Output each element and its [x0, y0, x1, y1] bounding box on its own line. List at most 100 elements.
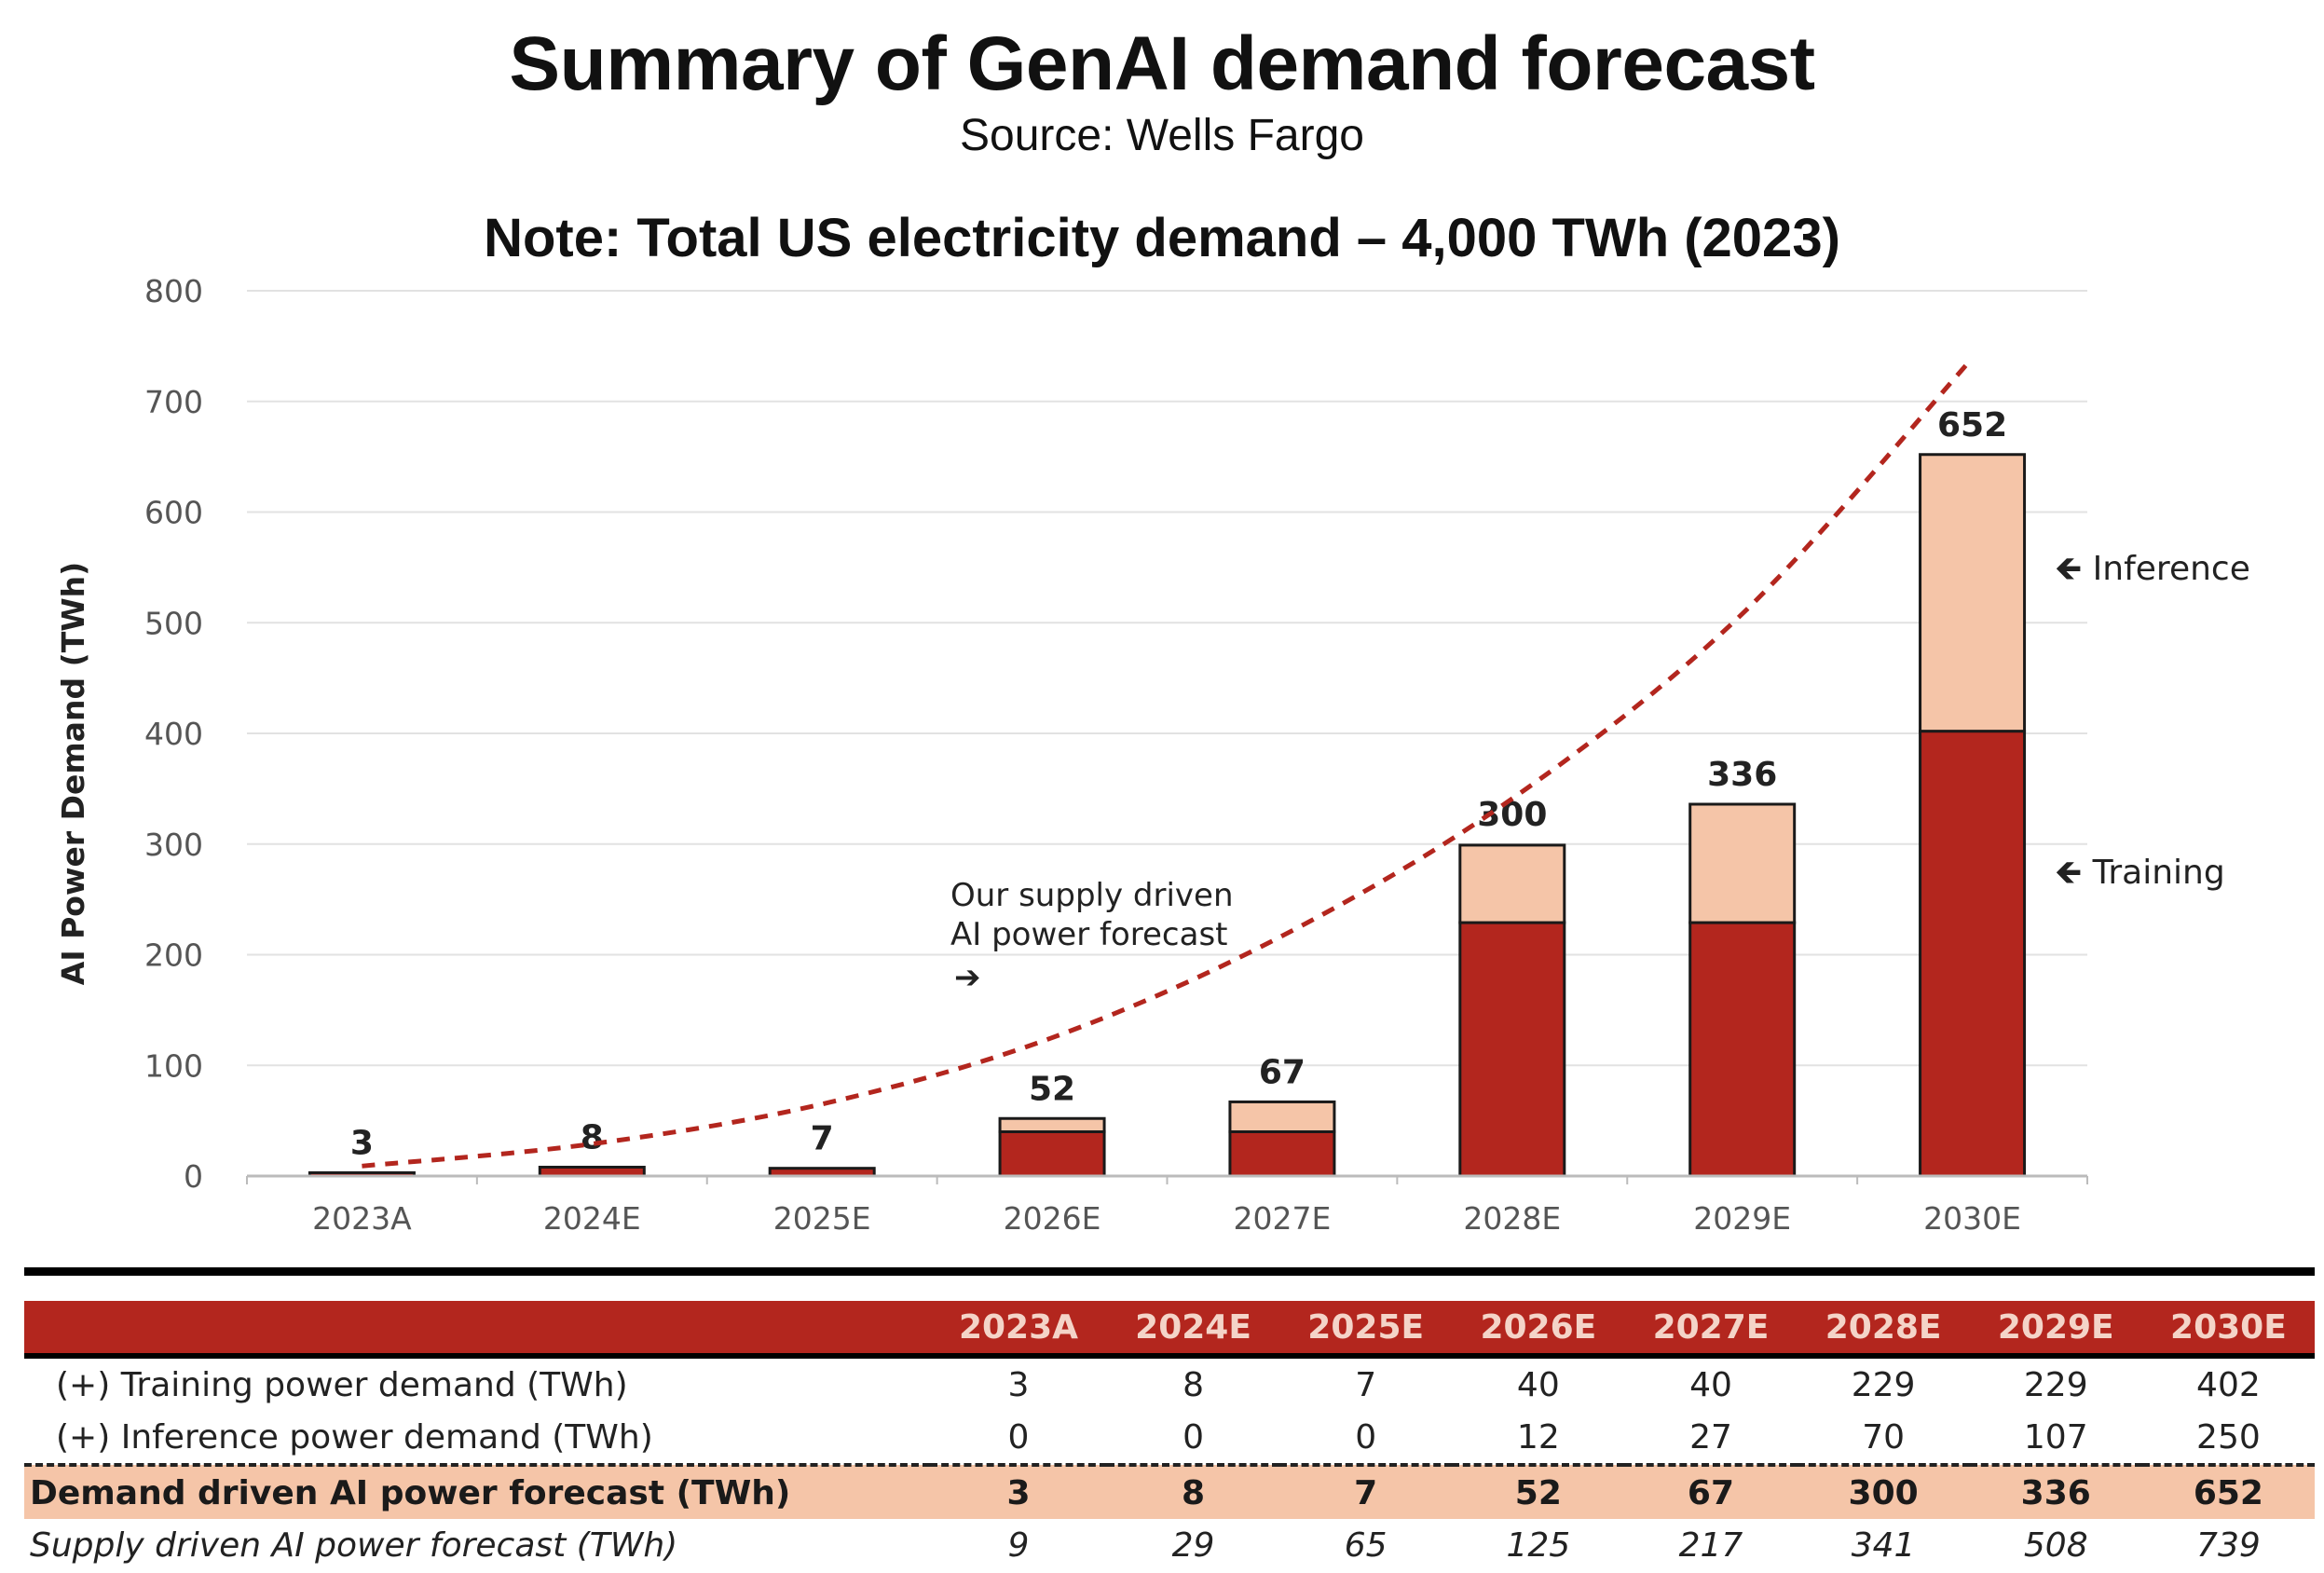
table-cell: 7 [1279, 1465, 1453, 1519]
chart-title: Summary of GenAI demand forecast [509, 21, 1815, 106]
y-tick-label: 600 [144, 495, 203, 531]
table-cell: 652 [2141, 1465, 2315, 1519]
y-tick-label: 0 [184, 1158, 203, 1195]
forecast-table: 2023A 2024E 2025E 2026E 2027E 2028E 2029… [24, 1301, 2315, 1571]
table-cell: 3 [930, 1465, 1107, 1519]
table-row-training: (+) Training power demand (TWh) 3 8 7 40… [24, 1356, 2315, 1411]
bars [308, 453, 2027, 1178]
chart-note: Note: Total US electricity demand – 4,00… [484, 208, 1840, 268]
y-tick-label: 200 [144, 937, 203, 974]
bar-training [998, 1130, 1106, 1178]
x-tick-label: 2026E [1004, 1200, 1101, 1237]
x-tick-label: 2029E [1693, 1200, 1791, 1237]
table-cell: 52 [1452, 1465, 1625, 1519]
y-tick-label: 300 [144, 827, 203, 863]
table-cell: 125 [1506, 1525, 1571, 1565]
table-cell: 107 [1969, 1411, 2142, 1467]
table-cell: 40 [1689, 1365, 1732, 1404]
supply-forecast-line [362, 356, 1975, 1169]
y-tick-label: 800 [144, 273, 203, 309]
table-header-row: 2023A 2024E 2025E 2026E 2027E 2028E 2029… [24, 1301, 2315, 1359]
table-header-cell: 2027E [1624, 1301, 1798, 1359]
x-tick-label: 2023A [312, 1200, 412, 1237]
bar-inference [1458, 843, 1566, 924]
x-tick-label: 2024E [543, 1200, 641, 1237]
table-cell: 217 [1678, 1525, 1743, 1565]
table-cell: 27 [1624, 1411, 1798, 1467]
y-tick-label: 100 [144, 1047, 203, 1084]
y-tick-label: 400 [144, 716, 203, 752]
bar-training [1688, 921, 1797, 1178]
row-label: (+) Training power demand (TWh) [56, 1365, 628, 1404]
y-axis-label: AI Power Demand (TWh) [55, 562, 91, 985]
bar-training [1458, 921, 1566, 1178]
row-label: Demand driven AI power forecast (TWh) [24, 1465, 930, 1519]
x-axis-ticks: 2023A 2024E 2025E 2026E 2027E 2028E 2029E 2030E [246, 1174, 2088, 1237]
table-cell: 65 [1344, 1525, 1388, 1565]
legend-training: 🡸 Training [2055, 854, 2225, 892]
table-row-inference: (+) Inference power demand (TWh) 0 0 0 1… [24, 1411, 2315, 1467]
bar-chart: 0 100 200 300 400 500 600 700 800 AI Power Deman… [55, 273, 2250, 1237]
legend-inference: 🡸 Inference [2055, 550, 2250, 588]
table-cell: 12 [1452, 1411, 1625, 1467]
x-tick-label: 2030E [1923, 1200, 2021, 1237]
table-cell: 3 [1007, 1365, 1030, 1404]
bar-training [1919, 730, 2027, 1178]
x-tick-label: 2028E [1463, 1200, 1561, 1237]
x-tick-label: 2027E [1234, 1200, 1332, 1237]
table-top-rule [24, 1267, 2315, 1276]
table-header-cell: 2030E [2141, 1301, 2315, 1359]
table-cell: 341 [1851, 1525, 1916, 1565]
table-cell: 0 [1106, 1411, 1280, 1467]
x-tick-label: 2025E [773, 1200, 871, 1237]
data-label: 52 [1029, 1070, 1075, 1108]
bar-training [1228, 1130, 1336, 1178]
y-tick-label: 500 [144, 605, 203, 641]
table-cell: 250 [2141, 1411, 2315, 1467]
chart-source: Source: Wells Fargo [960, 111, 1364, 160]
data-label: 652 [1937, 406, 2007, 445]
table-header-cell: 2028E [1797, 1301, 1970, 1359]
table-cell: 336 [1969, 1465, 2142, 1519]
bar-inference [1919, 453, 2027, 733]
table-row-supply: Supply driven AI power forecast (TWh) 9 … [24, 1519, 2315, 1571]
bar-inference [998, 1116, 1106, 1133]
table-cell: 9 [1007, 1525, 1030, 1565]
table-cell: 7 [1355, 1365, 1377, 1404]
table-header-cell: 2025E [1279, 1301, 1453, 1359]
supply-annotation-line1: Our supply driven [950, 877, 1234, 914]
table-cell: 229 [1851, 1365, 1916, 1404]
table-header-blank [24, 1301, 930, 1359]
table-cell: 402 [2196, 1365, 2261, 1404]
table-cell: 8 [1106, 1465, 1280, 1519]
table-header-cell: 2026E [1452, 1301, 1625, 1359]
supply-annotation-line2: AI power forecast [950, 916, 1227, 953]
table-cell: 508 [2023, 1525, 2088, 1565]
data-label: 7 [811, 1120, 834, 1158]
table-cell: 67 [1624, 1465, 1798, 1519]
data-label: 8 [581, 1119, 604, 1157]
table-cell: 300 [1797, 1465, 1970, 1519]
data-label: 67 [1259, 1053, 1306, 1091]
data-label: 336 [1707, 756, 1777, 794]
bar-inference [1228, 1100, 1336, 1133]
supply-forecast-path [362, 356, 1975, 1169]
table-cell: 0 [1279, 1411, 1453, 1467]
table-cell: 739 [2196, 1525, 2261, 1565]
row-label: Supply driven AI power forecast (TWh) [30, 1525, 678, 1565]
table-header-cell: 2024E [1106, 1301, 1280, 1359]
table-cell: 0 [930, 1411, 1107, 1467]
table-cell: 40 [1516, 1365, 1560, 1404]
table-header-cell: 2029E [1969, 1301, 2142, 1359]
table-cell: 29 [1171, 1525, 1215, 1565]
bar-inference [1688, 802, 1797, 924]
table-header-cell: 2023A [930, 1301, 1107, 1359]
y-tick-label: 700 [144, 384, 203, 420]
data-label: 3 [350, 1124, 374, 1162]
table-row-demand: Demand driven AI power forecast (TWh) 3 … [24, 1465, 2315, 1519]
table-cell: 229 [2023, 1365, 2088, 1404]
table-cell: 70 [1797, 1411, 1970, 1467]
right-arrow-icon: ➔ [954, 959, 981, 996]
grid-lines [247, 290, 2087, 1178]
table-cell: 8 [1183, 1365, 1204, 1404]
